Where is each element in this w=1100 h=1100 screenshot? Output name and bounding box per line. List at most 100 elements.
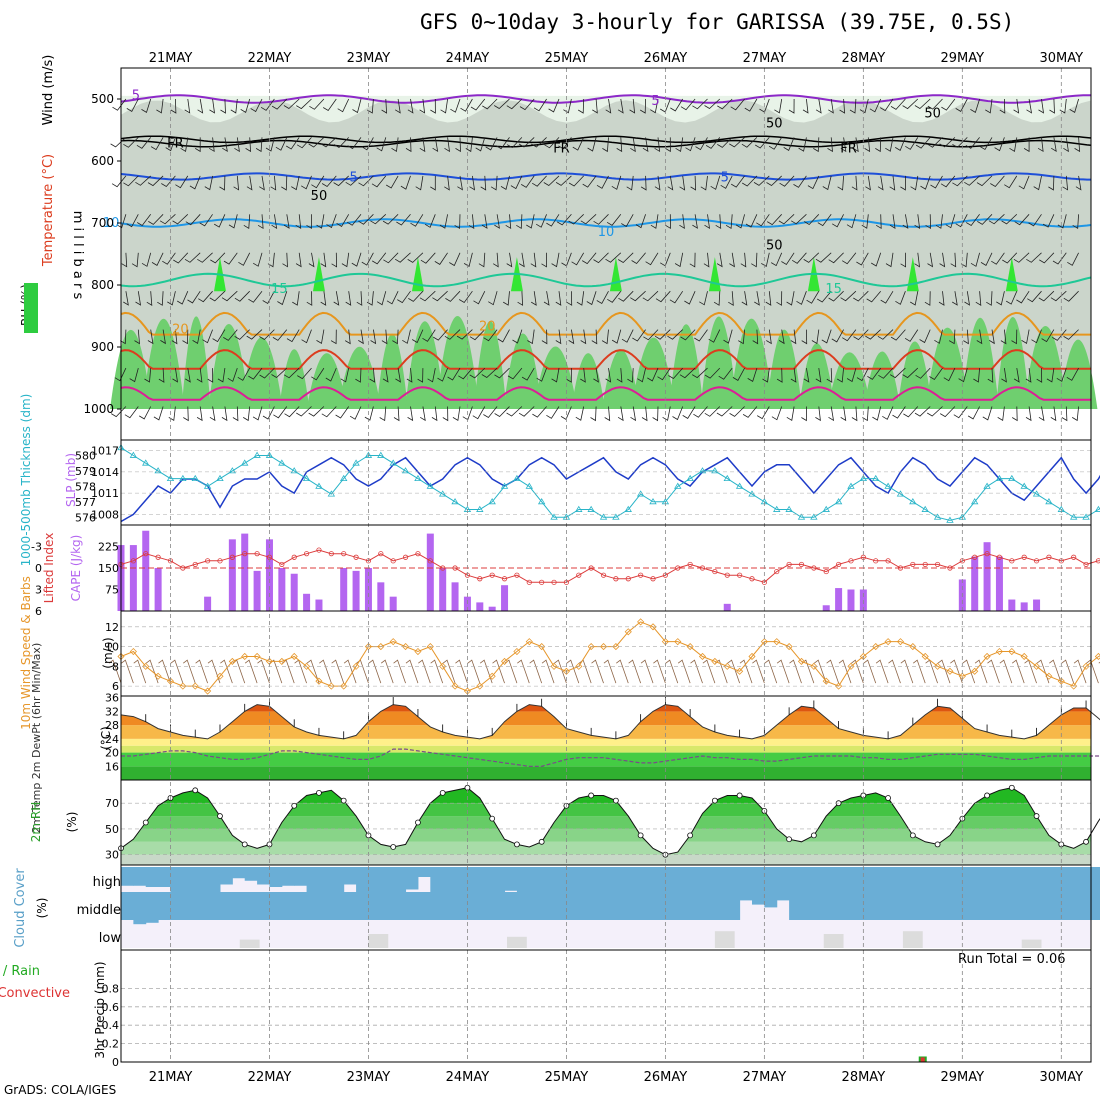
upper-air-wind-barb [872,406,882,421]
cloud-cover-bar [1073,892,1087,920]
cloud-cover-bar [207,892,221,920]
upper-air-wind-barb [827,137,833,153]
upper-air-wind-barb [939,137,956,148]
upper-air-wind-barb [530,252,537,268]
upper-air-wind-barb [221,406,228,422]
cloud-cover-bar [455,892,468,920]
upper-air-wind-barb [776,368,783,383]
lifted-index-point [341,551,347,557]
thickness-point [364,451,373,458]
upper-air-wind-barb [1038,290,1055,302]
upper-air-wind-barb [672,406,684,421]
upper-air-wind-barb [955,98,968,112]
upper-air-wind-barb [988,214,1005,225]
2m-rh-point [736,792,743,799]
upper-air-wind-barb [1066,367,1079,381]
upper-air-wind-barb [351,252,362,267]
2m-rh-point [192,787,199,794]
upper-air-wind-barb [890,98,906,110]
thickness-point [834,498,843,505]
upper-air-wind-barb [605,368,612,383]
upper-air-wind-barb [184,252,201,263]
upper-air-wind-barb [341,252,350,268]
upper-air-wind-barb [311,175,325,189]
upper-air-wind-barb [182,329,189,345]
upper-air-wind-barb [202,329,213,344]
cape-bar [983,542,991,611]
lifted-index-point [576,572,582,578]
upper-air-wind-barb [679,175,686,191]
upper-air-ylabel: m i l l i b a r s [70,211,85,300]
upper-air-wind-barb [237,367,251,381]
rh-green-plume [435,316,480,409]
thickness-point [438,490,447,497]
thickness-point [377,451,385,458]
upper-air-wind-barb [506,252,513,268]
cloud-cover-bar [999,892,1013,920]
upper-air-wind-barb [592,98,598,114]
upper-air-wind-barb [852,137,859,153]
rh-green-plume [1023,325,1068,409]
contour-label: 15 [271,282,288,297]
upper-air-wind-barb [717,98,733,110]
upper-air-wind-barb [774,98,783,114]
upper-air-wind-barb [358,329,364,345]
upper-air-wind-barb [311,367,325,381]
contour-label: 10 [103,216,120,231]
cloud-ylabel: Cloud Cover [13,868,28,948]
upper-air-wind-barb [621,214,634,228]
upper-air-wind-barb [568,214,584,225]
upper-air-wind-barb [950,252,957,268]
cloud-cover-bar [455,867,468,892]
upper-air-wind-barb [300,175,312,190]
upper-air-wind-barb [693,406,708,418]
upper-air-wind-barb [361,252,374,266]
wind-speed-point [204,687,212,695]
cape-bar [1020,602,1028,611]
upper-air-wind-barb [840,406,847,422]
cloud-cover-bar [1024,892,1038,920]
cloud-cover-bar [591,867,605,892]
cloud-cover-bar [393,867,407,892]
upper-air-wind-barb [485,137,498,151]
wind-unit-label: (m/s) [101,637,115,668]
upper-air-wind-barb [903,406,919,418]
cloud-cover-bar [269,892,283,920]
thickness-point [921,505,929,512]
temp-tick-label: 36 [105,692,119,705]
upper-air-wind-barb [1011,329,1018,345]
upper-air-wind-barb [510,175,523,190]
upper-air-wind-barb [849,98,857,114]
thickness-point [414,474,422,482]
thickness-ylabel: 1000-500mb Thickness (dm) [19,394,33,567]
upper-air-wind-barb [563,98,572,114]
cape-bar [315,599,323,611]
upper-air-wind-barb [391,137,399,152]
upper-air-wind-barb [977,214,993,225]
2m-rh-point [241,841,248,848]
upper-air-wind-barb [654,175,661,191]
upper-air-wind-barb [790,368,797,383]
upper-air-wind-barb [586,291,597,306]
upper-air-wind-barb [870,252,882,267]
lifted-index-point [724,572,730,578]
2m-rh-point [217,813,223,819]
cape-bar [228,539,236,611]
upper-air-wind-barb [952,137,968,148]
low-cloud-gray-bar [368,934,389,948]
cloud-cover-bar [405,867,419,890]
2m-rh-point [340,797,347,804]
cloud-cover-bar [1024,867,1038,892]
upper-air-wind-barb [297,367,312,380]
upper-air-wind-barb [685,137,696,152]
surface-wind-barb [467,659,481,684]
upper-air-wind-barb [934,329,943,344]
cloud-cover-bar [801,867,815,892]
upper-air-wind-barb [1063,329,1079,340]
upper-air-wind-barb [316,329,325,345]
cloud-cover-bar [789,867,802,892]
upper-air-wind-barb [566,291,573,306]
surface-wind-barb [529,659,543,684]
upper-air-wind-barb [735,214,745,229]
lifted-index-point [650,576,656,582]
